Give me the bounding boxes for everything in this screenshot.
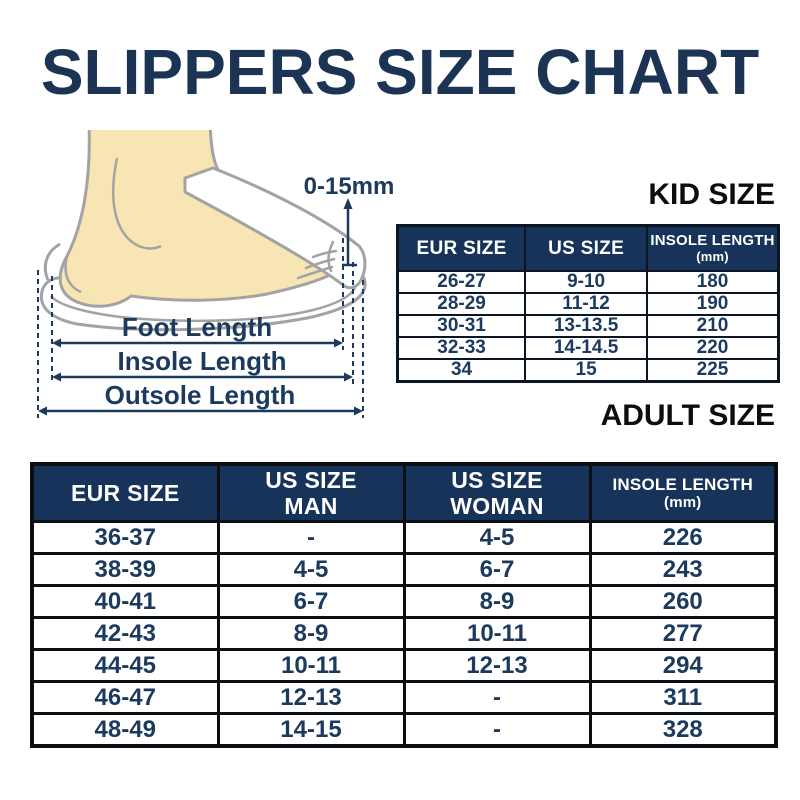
- kid-header-insole-length: INSOLE LENGTH (mm): [646, 224, 780, 272]
- table-cell: 12-13: [402, 648, 592, 683]
- table-row: 46-47 12-13 - 311: [30, 680, 778, 715]
- table-cell: 14-14.5: [524, 335, 649, 360]
- dashed-guide-lines: [37, 238, 364, 418]
- table-cell: 277: [588, 616, 778, 651]
- table-cell: 32-33: [396, 335, 527, 360]
- table-cell: 48-49: [30, 712, 220, 748]
- table-cell: 38-39: [30, 552, 220, 587]
- table-cell: 13-13.5: [524, 313, 649, 338]
- adult-header-us-size-woman-label: US SIZE: [451, 467, 543, 494]
- kid-header-insole-length-label: INSOLE LENGTH: [650, 232, 775, 250]
- table-cell: 15: [524, 357, 649, 383]
- slipper-strap: [183, 166, 367, 290]
- table-cell: 42-43: [30, 616, 220, 651]
- outsole-length-arrow: [38, 406, 363, 416]
- adult-header-insole-length-label: INSOLE LENGTH: [612, 474, 753, 494]
- table-row: 28-29 11-12 190: [396, 291, 780, 316]
- adult-header-insole-length: INSOLE LENGTH (mm): [588, 462, 778, 523]
- foot-measurement-diagram: 0-15mm Foot Length Insole Length Outsole…: [15, 122, 400, 430]
- table-cell: 36-37: [30, 520, 220, 555]
- table-row: 36-37 - 4-5 226: [30, 520, 778, 555]
- toe-lines: [296, 240, 338, 280]
- foot-length-label: Foot Length: [122, 312, 272, 342]
- table-cell: 260: [588, 584, 778, 619]
- adult-header-us-size-woman-sub: WOMAN: [450, 492, 544, 519]
- foot-diagram-svg: 0-15mm Foot Length Insole Length Outsole…: [37, 122, 395, 418]
- kid-header-insole-length-unit: (mm): [696, 249, 729, 265]
- table-row: 30-31 13-13.5 210: [396, 313, 780, 338]
- table-cell: 46-47: [30, 680, 220, 715]
- adult-table-header-row: EUR SIZE US SIZE MAN US SIZE WOMAN INSOL…: [30, 462, 778, 523]
- adult-size-table: EUR SIZE US SIZE MAN US SIZE WOMAN INSOL…: [30, 462, 778, 748]
- table-cell: 12-13: [216, 680, 406, 715]
- heel-detail-line: [64, 255, 82, 294]
- table-cell: 328: [588, 712, 778, 748]
- kid-size-heading: KID SIZE: [648, 178, 775, 211]
- table-cell: 226: [588, 520, 778, 555]
- table-cell: 225: [646, 357, 780, 383]
- table-cell: 180: [646, 270, 780, 294]
- table-cell: 8-9: [402, 584, 592, 619]
- table-cell: 30-31: [396, 313, 527, 338]
- foot-length-arrow: [52, 338, 343, 348]
- toe-gap-annotation: [342, 198, 357, 267]
- adult-header-us-size-man: US SIZE MAN: [216, 462, 406, 523]
- toe-gap-label: 0-15mm: [304, 173, 395, 200]
- insole-length-label: Insole Length: [118, 346, 287, 376]
- table-cell: 8-9: [216, 616, 406, 651]
- kid-table-header-row: EUR SIZE US SIZE INSOLE LENGTH (mm): [396, 224, 780, 272]
- table-cell: 210: [646, 313, 780, 338]
- table-cell: 294: [588, 648, 778, 683]
- table-row: 44-45 10-11 12-13 294: [30, 648, 778, 683]
- table-cell: 311: [588, 680, 778, 715]
- table-cell: 190: [646, 291, 780, 316]
- table-cell: 6-7: [402, 552, 592, 587]
- table-cell: -: [402, 680, 592, 715]
- adult-header-us-size-man-sub: MAN: [284, 492, 338, 519]
- kid-size-table: EUR SIZE US SIZE INSOLE LENGTH (mm) 26-2…: [396, 224, 780, 383]
- table-cell: 44-45: [30, 648, 220, 683]
- table-cell: 40-41: [30, 584, 220, 619]
- adult-header-eur-size: EUR SIZE: [30, 462, 220, 523]
- table-cell: 10-11: [216, 648, 406, 683]
- adult-header-insole-length-unit: (mm): [664, 493, 702, 511]
- table-cell: 4-5: [216, 552, 406, 587]
- table-cell: -: [402, 712, 592, 748]
- table-cell: -: [216, 520, 406, 555]
- table-cell: 9-10: [524, 270, 649, 294]
- adult-size-heading: ADULT SIZE: [600, 399, 775, 432]
- table-row: 40-41 6-7 8-9 260: [30, 584, 778, 619]
- slipper-sole-welt-line: [50, 281, 358, 323]
- table-cell: 10-11: [402, 616, 592, 651]
- slipper-heel-rim: [43, 242, 61, 281]
- kid-header-us-size: US SIZE: [524, 224, 649, 272]
- table-row: 38-39 4-5 6-7 243: [30, 552, 778, 587]
- kid-header-eur-size: EUR SIZE: [396, 224, 527, 272]
- table-row: 32-33 14-14.5 220: [396, 335, 780, 360]
- outsole-length-label: Outsole Length: [105, 380, 296, 410]
- table-cell: 220: [646, 335, 780, 360]
- table-cell: 34: [396, 357, 527, 383]
- page-title: SLIPPERS SIZE CHART: [40, 36, 760, 108]
- table-row: 42-43 8-9 10-11 277: [30, 616, 778, 651]
- table-cell: 26-27: [396, 270, 527, 294]
- table-row: 26-27 9-10 180: [396, 270, 780, 294]
- table-cell: 11-12: [524, 291, 649, 316]
- table-row: 34 15 225: [396, 357, 780, 383]
- adult-header-us-size-man-label: US SIZE: [265, 467, 357, 494]
- table-cell: 4-5: [402, 520, 592, 555]
- table-cell: 6-7: [216, 584, 406, 619]
- ankle-detail-line: [111, 157, 162, 250]
- adult-header-us-size-woman: US SIZE WOMAN: [402, 462, 592, 523]
- insole-length-arrow: [52, 372, 353, 382]
- table-cell: 28-29: [396, 291, 527, 316]
- table-cell: 243: [588, 552, 778, 587]
- table-row: 48-49 14-15 - 328: [30, 712, 778, 748]
- table-cell: 14-15: [216, 712, 406, 748]
